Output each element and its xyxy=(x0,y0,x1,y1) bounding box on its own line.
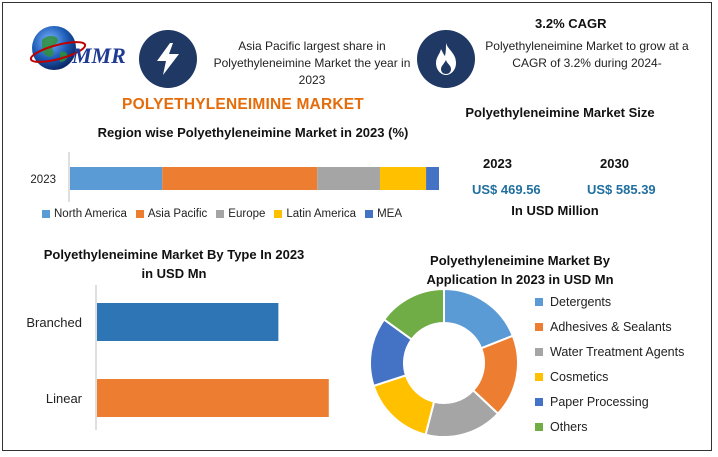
legend-label: Cosmetics xyxy=(550,369,609,384)
region-bar-europe xyxy=(317,167,380,190)
type-label-branched: Branched xyxy=(26,315,82,330)
legend-swatch xyxy=(535,397,543,406)
size-value-2023: US$ 469.56 xyxy=(472,182,541,197)
legend-swatch xyxy=(535,372,543,381)
cagr-title: 3.2% CAGR xyxy=(535,16,607,31)
application-legend: Detergents Adhesives & Sealants Water Trea… xyxy=(535,289,684,439)
cagr-badge xyxy=(417,30,475,88)
size-year-2030: 2030 xyxy=(600,156,629,171)
application-legend-others: Others xyxy=(535,414,684,439)
legend-swatch xyxy=(535,297,543,306)
size-value-2030: US$ 585.39 xyxy=(587,182,656,197)
region-bar-latin-america xyxy=(379,167,427,190)
infographic-frame xyxy=(2,2,712,451)
legend-item-north-america: North America xyxy=(42,208,127,220)
region-bar-mea xyxy=(426,167,439,190)
legend-label: MEA xyxy=(377,208,402,220)
legend-item-asia-pacific: Asia Pacific xyxy=(135,208,208,220)
globe-icon xyxy=(29,26,87,70)
region-chart: 2023 xyxy=(30,152,439,202)
legend-swatch xyxy=(365,210,374,218)
mmr-logo: MMR xyxy=(28,22,136,78)
donut-slice-others xyxy=(382,287,445,341)
legend-item-mea: MEA xyxy=(365,208,402,220)
legend-swatch xyxy=(535,347,543,356)
region-chart-title: Region wise Polyethyleneimine Market in … xyxy=(97,125,409,140)
share-text: Asia Pacific largest share in Polyethyle… xyxy=(213,39,411,87)
logo-text: MMR xyxy=(72,43,126,68)
size-unit: In USD Million xyxy=(511,203,599,218)
legend-label: Asia Pacific xyxy=(147,208,208,220)
main-title: POLYETHYLENEIMINE MARKET xyxy=(122,96,364,113)
type-bar-linear xyxy=(97,379,329,417)
lightning-bolt-icon xyxy=(157,43,179,75)
legend-swatch xyxy=(535,422,543,431)
region-legend: North America Asia Pacific Europe Latin Ame… xyxy=(42,208,402,220)
application-chart-title: Polyethyleneimine Market By Application … xyxy=(426,253,614,287)
type-bar-branched xyxy=(97,303,279,341)
application-legend-adhesives-sealants: Adhesives & Sealants xyxy=(535,314,684,339)
cagr-text: Polyethyleneimine Market to grow at a CA… xyxy=(485,39,689,70)
donut-slice-cosmetics xyxy=(372,374,436,436)
legend-swatch xyxy=(216,210,225,218)
legend-item-europe: Europe xyxy=(216,208,265,220)
type-chart: Branched Linear xyxy=(26,285,329,430)
legend-swatch xyxy=(535,322,543,331)
region-category-label: 2023 xyxy=(30,174,56,186)
legend-label: Europe xyxy=(228,208,266,220)
size-year-2023: 2023 xyxy=(483,156,512,171)
market-size-title: Polyethyleneimine Market Size xyxy=(465,105,655,120)
legend-swatch xyxy=(274,210,283,218)
legend-label: Detergents xyxy=(550,294,612,309)
region-bar-north-america xyxy=(70,167,163,190)
legend-item-latin-america: Latin America xyxy=(274,208,356,220)
region-bar-asia-pacific xyxy=(162,167,318,190)
application-legend-cosmetics: Cosmetics xyxy=(535,364,684,389)
type-chart-title: Polyethyleneimine Market By Type In 2023… xyxy=(43,247,305,281)
share-badge xyxy=(139,30,197,88)
application-donut-chart xyxy=(369,287,519,438)
application-legend-water-treatment-agents: Water Treatment Agents xyxy=(535,339,684,364)
application-legend-detergents: Detergents xyxy=(535,289,684,314)
legend-label: Latin America xyxy=(286,208,357,220)
legend-label: Adhesives & Sealants xyxy=(550,319,672,334)
legend-label: North America xyxy=(54,208,127,220)
flame-icon xyxy=(436,43,456,75)
legend-label: Water Treatment Agents xyxy=(550,344,685,359)
type-label-linear: Linear xyxy=(46,391,83,406)
legend-label: Paper Processing xyxy=(550,394,649,409)
legend-swatch xyxy=(135,210,144,218)
application-legend-paper-processing: Paper Processing xyxy=(535,389,684,414)
legend-swatch xyxy=(42,210,50,218)
legend-label: Others xyxy=(550,419,588,434)
